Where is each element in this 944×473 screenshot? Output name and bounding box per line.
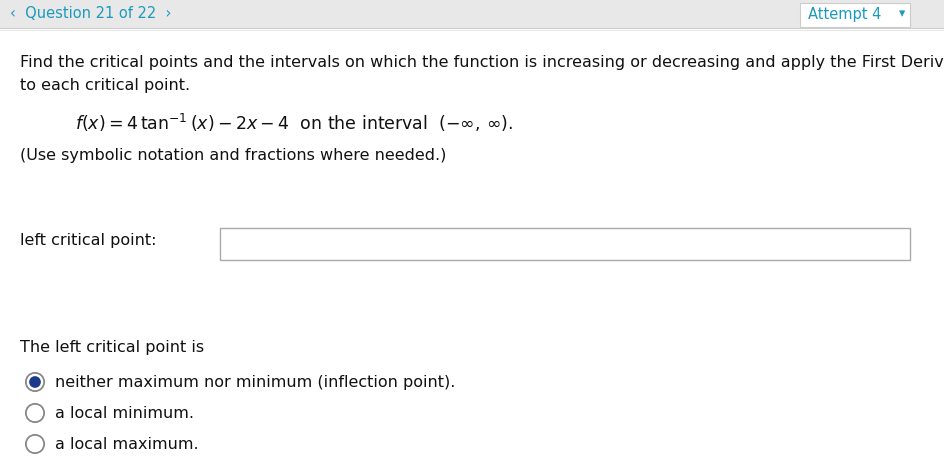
Bar — [800, 3, 909, 27]
Text: Find the critical points and the intervals on which the function is increasing o: Find the critical points and the interva… — [20, 55, 944, 70]
Circle shape — [26, 436, 43, 452]
Bar — [0, 0, 944, 28]
Text: $f(x) = 4\,\tan^{-1}(x) - 2x - 4$  on the interval  $(-\infty,\, \infty).$: $f(x) = 4\,\tan^{-1}(x) - 2x - 4$ on the… — [75, 112, 513, 134]
Text: a local maximum.: a local maximum. — [55, 437, 198, 452]
Text: a local minimum.: a local minimum. — [55, 405, 194, 420]
Text: (Use symbolic notation and fractions where needed.): (Use symbolic notation and fractions whe… — [20, 148, 446, 163]
Bar — [220, 228, 909, 260]
Circle shape — [29, 376, 41, 388]
Text: neither maximum nor minimum (inflection point).: neither maximum nor minimum (inflection … — [55, 375, 455, 389]
Text: to each critical point.: to each critical point. — [20, 78, 190, 93]
Text: Attempt 4: Attempt 4 — [807, 7, 881, 21]
Text: ‹  Question 21 of 22  ›: ‹ Question 21 of 22 › — [10, 7, 171, 21]
Text: left critical point:: left critical point: — [20, 233, 157, 247]
Text: ▾: ▾ — [898, 8, 904, 20]
Text: The left critical point is: The left critical point is — [20, 340, 204, 355]
Circle shape — [26, 405, 43, 421]
Circle shape — [26, 374, 43, 390]
